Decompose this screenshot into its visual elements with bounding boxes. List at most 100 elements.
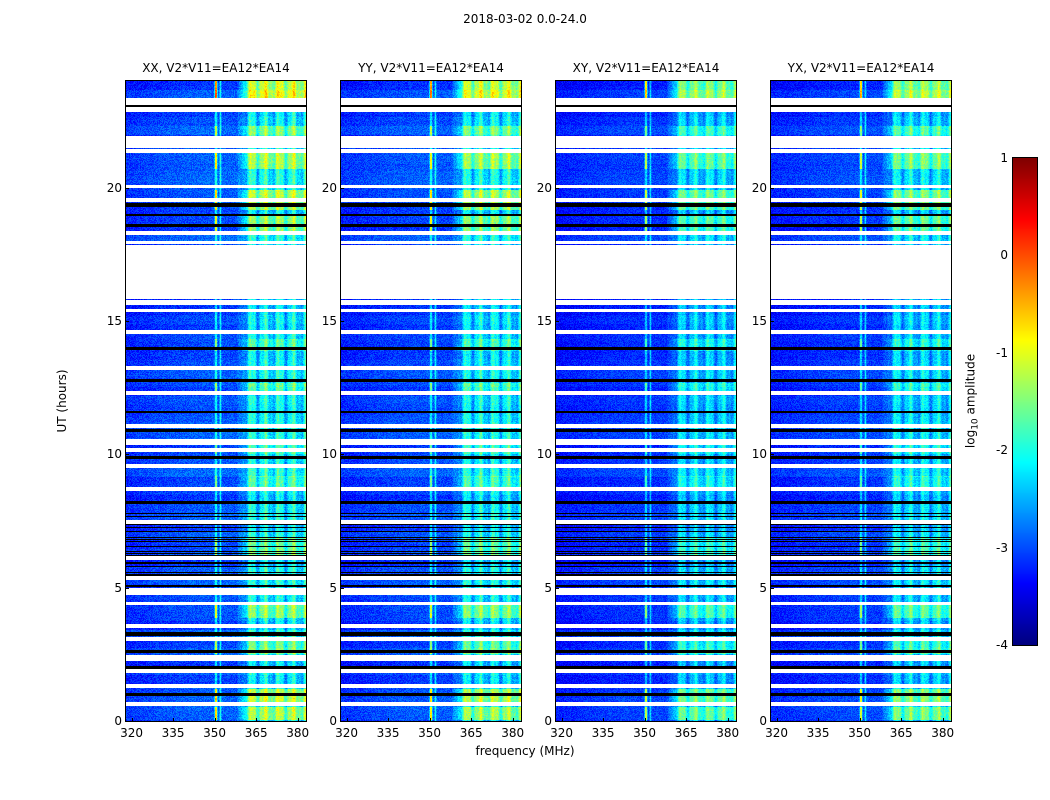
xtick-mark: [561, 718, 563, 722]
xtick-label: 335: [161, 726, 185, 740]
ytick-label: 20: [751, 180, 767, 195]
ytick-label: 5: [114, 580, 122, 595]
xtick-mark: [818, 718, 820, 722]
ytick-mark: [125, 321, 129, 322]
panel-title-yx: YX, V2*V11=EA12*EA14: [787, 61, 935, 75]
ytick-mark: [125, 587, 129, 589]
colorbar-tick-label: -3: [996, 540, 1008, 555]
spectrogram-panel-xx: [125, 80, 307, 722]
spectrogram-panel-yx: [770, 80, 952, 722]
xtick-mark: [173, 718, 175, 722]
ytick-mark: [340, 721, 344, 722]
ytick-mark: [340, 587, 344, 589]
ytick-mark: [555, 587, 559, 589]
xtick-labels-yx: 320 335 350 365 380: [765, 726, 954, 742]
ytick-mark: [125, 454, 129, 456]
ytick-mark: [555, 721, 559, 722]
xtick-mark: [942, 718, 944, 722]
panel-title-xx: XX, V2*V11=EA12*EA14: [142, 61, 290, 75]
ytick-label: 20: [536, 180, 552, 195]
xtick-mark: [901, 718, 903, 722]
ytick-label: 5: [329, 580, 337, 595]
ytick-labels-xy: 0 5 10 15 20: [522, 80, 552, 728]
xtick-mark: [429, 718, 431, 722]
ytick-mark: [340, 321, 344, 322]
ytick-label: 5: [759, 580, 767, 595]
spectrogram-panel-yy: [340, 80, 522, 722]
ytick-mark: [770, 587, 774, 589]
y-axis-label: UT (hours): [55, 369, 69, 433]
ytick-label: 0: [329, 714, 337, 728]
panel-title-xy: XY, V2*V11=EA12*EA14: [572, 61, 720, 75]
xtick-labels-yy: 320 335 350 365 380: [335, 726, 525, 742]
panel-title-yy: YY, V2*V11=EA12*EA14: [358, 61, 504, 75]
ytick-label: 10: [536, 447, 552, 462]
ytick-mark: [555, 454, 559, 456]
xtick-label: 320: [335, 726, 358, 740]
ytick-label: 10: [321, 447, 337, 462]
ytick-label: 0: [114, 714, 122, 728]
colorbar-label: log10 amplitude: [963, 353, 981, 449]
xtick-mark: [388, 718, 390, 722]
ytick-label: 15: [751, 314, 767, 328]
xtick-mark: [297, 718, 299, 722]
xtick-mark: [686, 718, 688, 722]
xtick-labels-xy: 320 335 350 365 380: [550, 726, 739, 742]
ytick-label: 15: [106, 314, 122, 328]
xtick-mark: [346, 718, 348, 722]
ytick-mark: [125, 721, 129, 722]
xtick-mark: [859, 718, 861, 722]
xtick-label: 320: [765, 726, 788, 740]
colorbar-tick-label: 1: [1000, 151, 1008, 165]
ytick-label: 0: [759, 714, 767, 728]
figure-suptitle: 2018-03-02 0.0-24.0: [463, 12, 587, 26]
colorbar-tick-labels: 1 0 -1 -2 -3 -4: [982, 151, 1008, 652]
ytick-labels-yy: 0 5 10 15 20: [307, 80, 337, 728]
xtick-label: 350: [848, 726, 872, 740]
xtick-labels-xx: 320 335 350 365 380: [120, 726, 310, 742]
colorbar-tick-label: -4: [996, 638, 1008, 652]
ytick-label: 10: [106, 447, 122, 462]
xtick-label: 335: [806, 726, 830, 740]
ytick-label: 0: [544, 714, 552, 728]
xtick-label: 335: [591, 726, 615, 740]
ytick-label: 15: [536, 314, 552, 328]
xtick-mark: [776, 718, 778, 722]
colorbar-tick-label: -1: [996, 345, 1008, 360]
xtick-label: 380: [286, 726, 310, 740]
xtick-label: 365: [244, 726, 268, 740]
ytick-mark: [555, 187, 559, 189]
xtick-label: 350: [418, 726, 442, 740]
x-axis-label: frequency (MHz): [475, 744, 575, 758]
xtick-label: 380: [501, 726, 525, 740]
xtick-mark: [603, 718, 605, 722]
xtick-mark: [131, 718, 133, 722]
xtick-mark: [727, 718, 729, 722]
ytick-mark: [125, 187, 129, 189]
ytick-label: 10: [751, 447, 767, 462]
ytick-labels-yx: 0 5 10 15 20: [737, 80, 767, 728]
ytick-mark: [770, 321, 774, 322]
xtick-label: 350: [633, 726, 657, 740]
ytick-label: 20: [106, 180, 122, 195]
colorbar-tick-label: 0: [1000, 248, 1008, 263]
ytick-mark: [555, 321, 559, 322]
ytick-mark: [770, 721, 774, 722]
ytick-label: 20: [321, 180, 337, 195]
spectrogram-panel-xy: [555, 80, 737, 722]
xtick-mark: [644, 718, 646, 722]
xtick-label: 335: [376, 726, 400, 740]
xtick-label: 320: [550, 726, 573, 740]
xtick-label: 365: [674, 726, 698, 740]
ytick-mark: [340, 454, 344, 456]
ytick-label: 5: [544, 580, 552, 595]
xtick-label: 350: [203, 726, 227, 740]
xtick-mark: [512, 718, 514, 722]
ytick-mark: [770, 187, 774, 189]
ytick-mark: [770, 454, 774, 456]
xtick-label: 365: [889, 726, 913, 740]
xtick-label: 365: [459, 726, 483, 740]
xtick-mark: [256, 718, 258, 722]
ytick-labels-xx: 0 5 10 15 20: [92, 80, 122, 728]
